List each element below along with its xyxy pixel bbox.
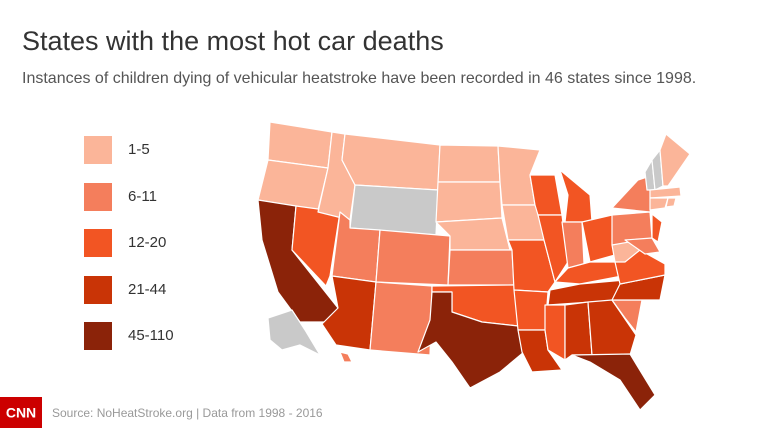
subtitle: Instances of children dying of vehicular… (22, 70, 696, 87)
legend-swatch (84, 229, 112, 257)
state (513, 289, 549, 331)
state (339, 351, 353, 363)
state (559, 169, 593, 223)
state (369, 281, 433, 356)
state (649, 186, 682, 199)
legend-label: 6-11 (128, 188, 157, 205)
state (564, 301, 593, 361)
state (447, 249, 515, 286)
source: Source: NoHeatStroke.org | Data from 199… (52, 406, 323, 420)
state (341, 133, 441, 191)
state (435, 181, 503, 223)
us-map (257, 121, 691, 411)
state (537, 214, 569, 283)
legend-label: 1-5 (128, 141, 150, 158)
state (571, 353, 656, 411)
legend-swatch (84, 276, 112, 304)
legend-label: 21-44 (128, 281, 166, 298)
state (417, 291, 525, 389)
legend-swatch (84, 322, 112, 350)
state (665, 197, 677, 208)
legend-label: 12-20 (128, 234, 166, 251)
state (651, 213, 663, 243)
state (544, 304, 566, 361)
title: States with the most hot car deaths (22, 26, 444, 56)
state (587, 299, 637, 356)
state (659, 133, 691, 187)
state (649, 197, 669, 211)
legend-swatch (84, 183, 112, 211)
legend-swatch (84, 136, 112, 164)
logo-box (0, 397, 42, 428)
state (267, 309, 321, 356)
legend: 1-5 6-11 12-20 21-44 45-110 (84, 136, 174, 350)
state (624, 237, 661, 255)
state (581, 214, 616, 263)
state (375, 229, 451, 286)
logo: CNN (6, 405, 36, 421)
legend-label: 45-110 (128, 327, 174, 344)
state (437, 144, 501, 183)
state (349, 184, 439, 236)
